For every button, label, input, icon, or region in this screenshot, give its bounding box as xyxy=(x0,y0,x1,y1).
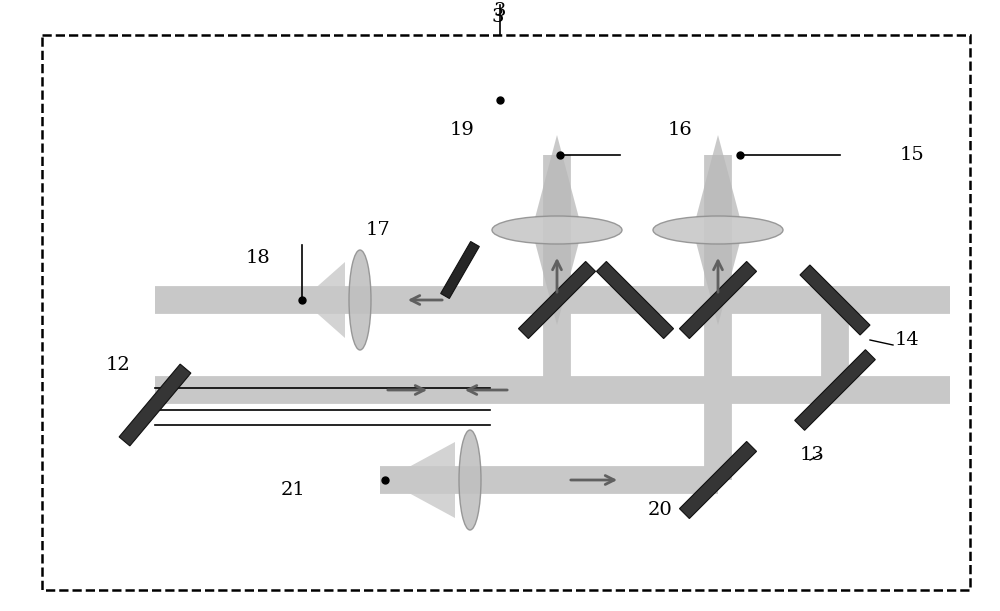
Ellipse shape xyxy=(459,430,481,530)
Text: 13: 13 xyxy=(800,446,825,464)
Polygon shape xyxy=(679,262,757,338)
Polygon shape xyxy=(679,442,757,519)
Ellipse shape xyxy=(349,250,371,350)
Text: 14: 14 xyxy=(895,331,920,349)
Polygon shape xyxy=(596,262,674,338)
Text: 16: 16 xyxy=(668,121,692,139)
Polygon shape xyxy=(795,349,875,430)
Text: 3: 3 xyxy=(492,8,504,26)
Polygon shape xyxy=(385,442,455,518)
Ellipse shape xyxy=(653,216,783,244)
Polygon shape xyxy=(535,135,579,218)
Text: 19: 19 xyxy=(450,121,474,139)
Ellipse shape xyxy=(492,216,622,244)
Polygon shape xyxy=(696,242,740,325)
Polygon shape xyxy=(441,241,479,299)
Text: 15: 15 xyxy=(900,146,925,164)
Text: 21: 21 xyxy=(280,481,305,499)
Polygon shape xyxy=(696,135,740,218)
Polygon shape xyxy=(800,265,870,335)
Text: 3: 3 xyxy=(494,2,506,20)
Polygon shape xyxy=(119,364,191,446)
Polygon shape xyxy=(535,242,579,325)
Polygon shape xyxy=(518,262,596,338)
Text: 17: 17 xyxy=(366,221,390,239)
Text: 18: 18 xyxy=(246,249,270,267)
Polygon shape xyxy=(302,262,345,338)
Text: 12: 12 xyxy=(106,356,130,374)
Text: 20: 20 xyxy=(648,501,673,519)
